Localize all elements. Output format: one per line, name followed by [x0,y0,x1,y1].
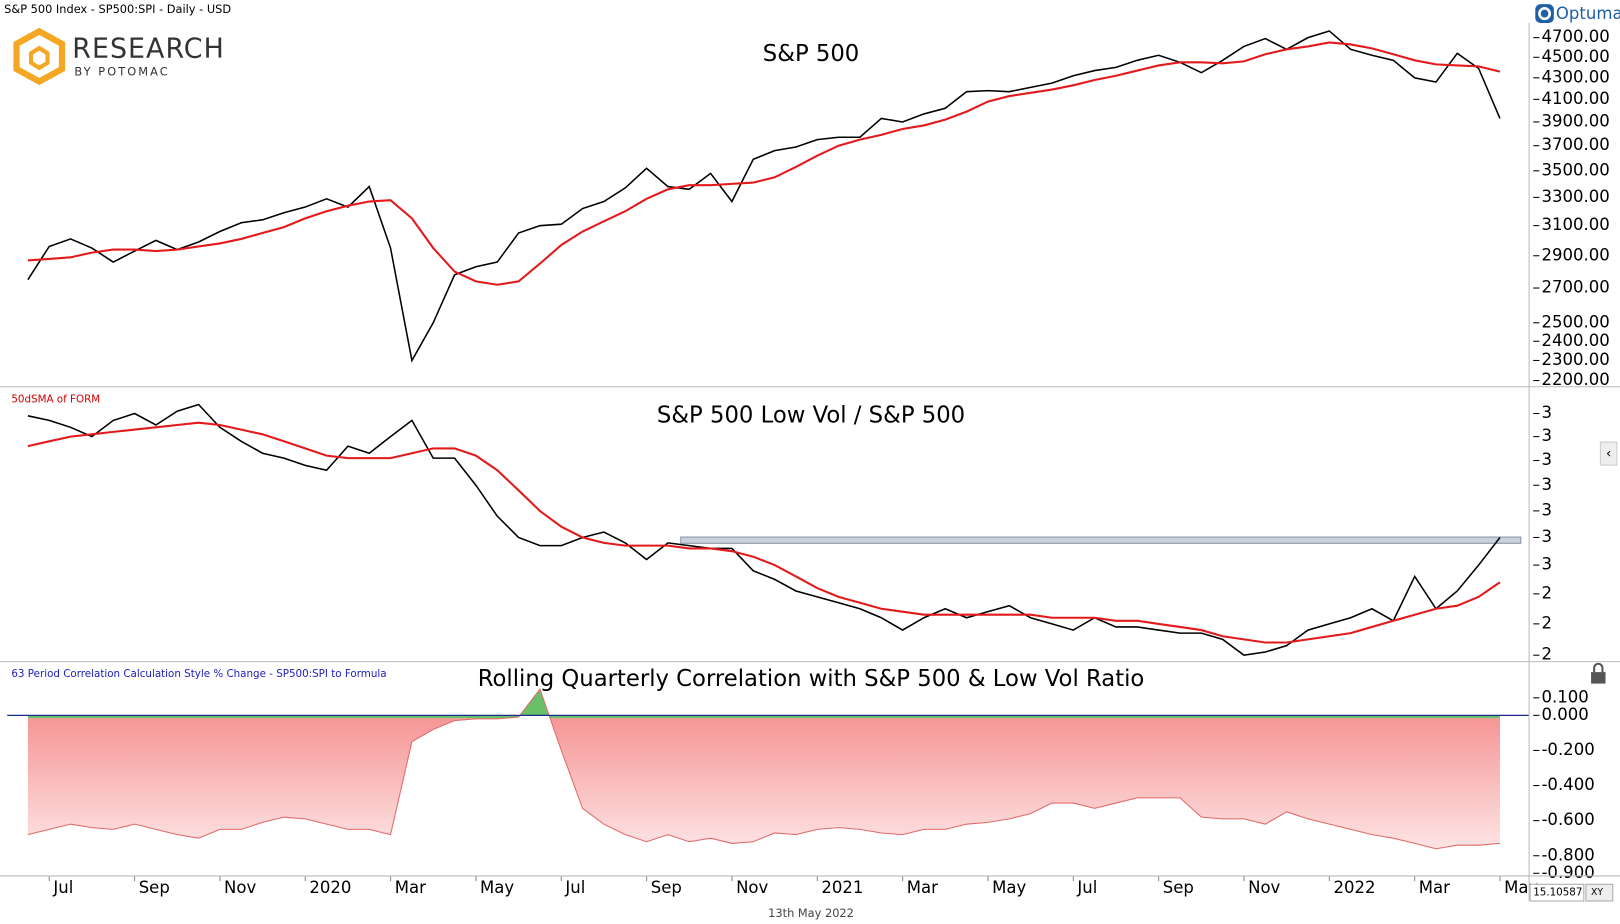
y-tick-label: 4700.00 [1541,27,1609,46]
logo-subtext: BY POTOMAC [74,65,169,79]
cursor-box [1529,883,1585,902]
y-tick-label: 2400.00 [1541,331,1609,350]
y-tick-label: 4500.00 [1541,47,1609,66]
cursor-mode[interactable]: XY [1591,887,1603,898]
x-tick-label: Sep [139,878,170,897]
brand-logo: Optuma [1535,4,1620,23]
x-tick-label: May [480,878,514,897]
y-tick-label: 3 [1541,475,1552,494]
x-tick-label: Mar [395,878,426,897]
y-tick-label: 2900.00 [1541,245,1609,264]
negative-area [27,718,1500,849]
logo: RESEARCH BY POTOMAC [13,27,224,86]
y-tick-label: -0.200 [1541,740,1594,759]
x-tick-label: Sep [651,878,682,897]
series-line [27,41,1501,286]
y-tick-label: 3 [1541,555,1552,574]
y-tick-label: 3500.00 [1541,160,1609,179]
y-tick-label: 4100.00 [1541,89,1609,108]
series-line [27,30,1501,363]
cursor-value: 15.10587 [1533,887,1582,899]
x-tick-label: Jul [1076,878,1097,897]
y-tick-label: 3 [1541,450,1552,469]
x-tick-label: Mar [1419,878,1450,897]
y-tick-label: 2 [1541,645,1552,664]
y-tick-label: 0.100 [1541,687,1588,706]
logo-text: RESEARCH [72,34,224,65]
y-tick-label: 3 [1541,426,1552,445]
x-tick-label: 2021 [821,878,863,897]
panel-title: Rolling Quarterly Correlation with S&P 5… [478,666,1145,692]
y-tick-label: 3100.00 [1541,215,1609,234]
series-line [27,421,1501,644]
y-tick-label: -0.800 [1541,845,1594,864]
x-tick-label: 2022 [1333,878,1375,897]
brand-name: Optuma [1556,4,1620,23]
y-tick-label: 0.000 [1541,705,1588,724]
x-tick-label: Jul [52,878,73,897]
y-tick-label: 2200.00 [1541,370,1609,389]
x-tick-label: 2020 [309,878,351,897]
y-tick-label: 2300.00 [1541,350,1609,369]
lock-icon[interactable] [1591,662,1606,684]
y-tick-label: 4300.00 [1541,67,1609,86]
y-tick-label: 3700.00 [1541,135,1609,154]
x-tick-label: Mar [907,878,938,897]
y-tick-label: 3 [1541,500,1552,519]
x-tick-label: Sep [1163,878,1194,897]
y-tick-label: 2700.00 [1541,277,1609,296]
area-edge [27,687,1500,850]
mode-button[interactable] [1585,883,1614,902]
y-tick-label: 3 [1541,403,1552,422]
y-tick-label: -0.600 [1541,810,1594,829]
y-tick-label: 3 [1541,527,1552,546]
y-tick-label: 2 [1541,613,1552,632]
x-tick-label: Nov [736,878,768,897]
y-tick-label: 2500.00 [1541,312,1609,331]
footer-date: 13th May 2022 [768,906,854,920]
x-tick-label: Nov [1248,878,1280,897]
panel-legend: 63 Period Correlation Calculation Style … [11,668,386,680]
x-tick-label: May [992,878,1026,897]
instrument-label: S&P 500 Index - SP500:SPI - Daily - USD [4,2,231,16]
collapse-icon[interactable]: ‹ [1606,446,1611,462]
y-tick-label: -0.400 [1541,775,1594,794]
x-tick-label: Jul [564,878,585,897]
y-tick-label: 2 [1541,583,1552,602]
x-tick-label: Nov [224,878,256,897]
y-tick-label: 3300.00 [1541,187,1609,206]
series-line [27,403,1501,656]
collapse-tab[interactable] [1599,441,1618,466]
reference-band [680,536,1522,544]
panel-title: S&P 500 [763,41,859,67]
panel-legend: 50dSMA of FORM [11,393,100,405]
panel-title: S&P 500 Low Vol / S&P 500 [657,402,965,428]
y-tick-label: 3900.00 [1541,111,1609,130]
y-tick-label: -0.900 [1541,863,1594,882]
